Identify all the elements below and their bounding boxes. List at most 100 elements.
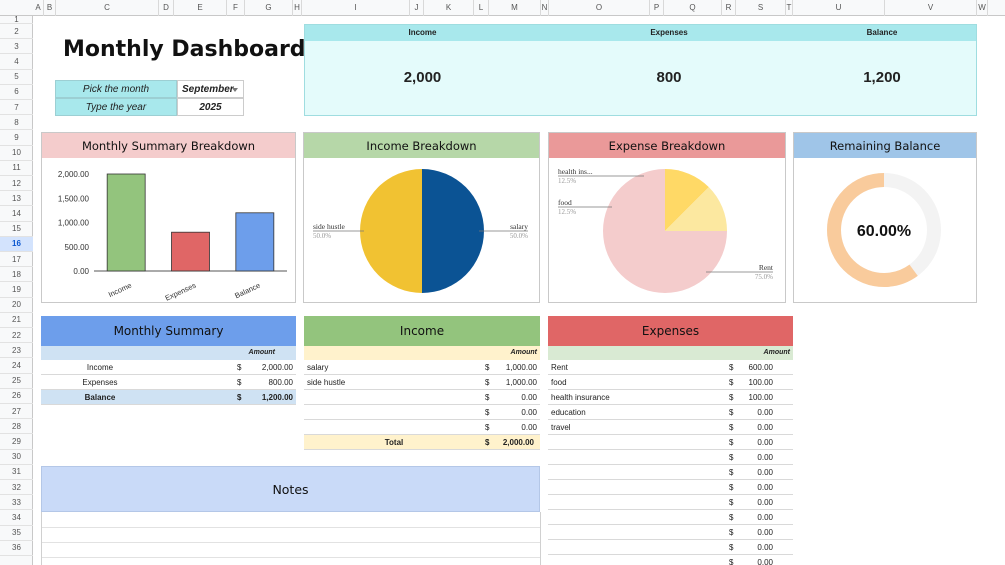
row-header-20[interactable]: 20 — [0, 298, 33, 313]
row-header-34[interactable]: 34 — [0, 510, 33, 526]
column-header-v[interactable]: V — [885, 0, 977, 16]
expense-row[interactable]: $0.00 — [548, 465, 793, 480]
row-header-13[interactable]: 13 — [0, 191, 33, 207]
bar-income[interactable] — [106, 173, 146, 272]
row-header-36[interactable]: 36 — [0, 541, 33, 556]
row-header-22[interactable]: 22 — [0, 328, 33, 344]
row-header-10[interactable]: 10 — [0, 146, 33, 161]
column-header-a[interactable]: A — [33, 0, 44, 16]
summary-row[interactable]: Expenses $800.00 — [41, 375, 296, 390]
expense-row[interactable]: health insurance $100.00 — [548, 390, 793, 405]
row-header-14[interactable]: 14 — [0, 206, 33, 222]
row-header-25[interactable]: 25 — [0, 374, 33, 389]
column-header-b[interactable]: B — [44, 0, 56, 16]
notes-line[interactable] — [41, 557, 540, 558]
column-header-j[interactable]: J — [410, 0, 424, 16]
row-header-9[interactable]: 9 — [0, 130, 33, 146]
row-header-12[interactable]: 12 — [0, 176, 33, 192]
row-header-3[interactable]: 3 — [0, 39, 33, 55]
column-header-e[interactable]: E — [174, 0, 227, 16]
row-header-27[interactable]: 27 — [0, 404, 33, 420]
expense-row[interactable]: $0.00 — [548, 450, 793, 465]
row-header-23[interactable]: 23 — [0, 343, 33, 359]
summary-breakdown-panel[interactable]: Monthly Summary Breakdown 2,000.00 1,500.… — [41, 132, 296, 303]
column-header-d[interactable]: D — [159, 0, 174, 16]
row-header-32[interactable]: 32 — [0, 480, 33, 496]
income-row[interactable]: $0.00 — [304, 405, 540, 420]
row-header-2[interactable]: 2 — [0, 24, 33, 40]
income-breakdown-panel[interactable]: Income Breakdown salary 50.0% side hustle 5… — [303, 132, 540, 303]
row-header-30[interactable]: 30 — [0, 450, 33, 465]
row-header-4[interactable]: 4 — [0, 54, 33, 70]
row-header-33[interactable]: 33 — [0, 495, 33, 511]
expense-row[interactable]: travel $0.00 — [548, 420, 793, 435]
expense-row[interactable]: $0.00 — [548, 540, 793, 555]
column-header-w[interactable]: W — [977, 0, 988, 16]
column-header-h[interactable]: H — [293, 0, 302, 16]
row-header-26[interactable]: 26 — [0, 389, 33, 404]
expense-row[interactable]: $0.00 — [548, 435, 793, 450]
row-header-5[interactable]: 5 — [0, 70, 33, 85]
column-header-c[interactable]: C — [56, 0, 159, 16]
row-header-18[interactable]: 18 — [0, 267, 33, 283]
column-header-q[interactable]: Q — [664, 0, 722, 16]
row-header-6[interactable]: 6 — [0, 85, 33, 100]
expense-slice-food[interactable] — [665, 169, 709, 231]
row-header-11[interactable]: 11 — [0, 161, 33, 176]
column-header-t[interactable]: T — [786, 0, 793, 16]
row-header-16[interactable]: 16 — [0, 236, 33, 252]
column-header-p[interactable]: P — [650, 0, 664, 16]
income-row[interactable]: salary $1,000.00 — [304, 360, 540, 375]
column-header-r[interactable]: R — [722, 0, 736, 16]
income-row[interactable]: side hustle $1,000.00 — [304, 375, 540, 390]
column-header-f[interactable]: F — [227, 0, 245, 16]
income-row[interactable]: $0.00 — [304, 390, 540, 405]
income-row[interactable]: $0.00 — [304, 420, 540, 435]
column-header-g[interactable]: G — [245, 0, 293, 16]
column-header-l[interactable]: L — [474, 0, 489, 16]
expense-row[interactable]: food $100.00 — [548, 375, 793, 390]
column-header-k[interactable]: K — [424, 0, 474, 16]
expense-row[interactable]: Rent $600.00 — [548, 360, 793, 375]
row-header-17[interactable]: 17 — [0, 252, 33, 268]
row-header-19[interactable]: 19 — [0, 282, 33, 298]
row-header-31[interactable]: 31 — [0, 465, 33, 480]
year-input[interactable]: 2025 — [177, 98, 244, 116]
expense-row[interactable]: $0.00 — [548, 525, 793, 540]
row-header-28[interactable]: 28 — [0, 419, 33, 435]
row-header-24[interactable]: 24 — [0, 358, 33, 374]
column-header-u[interactable]: U — [793, 0, 885, 16]
expense-row[interactable]: $0.00 — [548, 510, 793, 525]
summary-row[interactable]: Income $2,000.00 — [41, 360, 296, 375]
expense-row[interactable]: $0.00 — [548, 480, 793, 495]
column-header-o[interactable]: O — [549, 0, 650, 16]
expense-row[interactable]: $0.00 — [548, 555, 793, 565]
row-header-8[interactable]: 8 — [0, 115, 33, 131]
remaining-balance-panel[interactable]: Remaining Balance 60.00% — [793, 132, 977, 303]
row-header-15[interactable]: 15 — [0, 222, 33, 237]
expenses-table-title: Expenses — [548, 316, 793, 346]
row-header-21[interactable]: 21 — [0, 313, 33, 328]
column-header-m[interactable]: M — [489, 0, 541, 16]
row-header-7[interactable]: 7 — [0, 100, 33, 116]
expense-breakdown-panel[interactable]: Expense Breakdown health ins... 12.5% food… — [548, 132, 786, 303]
income-slice-salary[interactable] — [422, 169, 484, 293]
donut-fill[interactable] — [827, 173, 941, 287]
column-header-n[interactable]: N — [541, 0, 549, 16]
bar-balance[interactable] — [235, 212, 275, 272]
column-header-i[interactable]: I — [302, 0, 410, 16]
row-header-1[interactable]: 1 — [0, 15, 33, 24]
row-header-29[interactable]: 29 — [0, 434, 33, 450]
summary-row[interactable]: Balance $1,200.00 — [41, 390, 296, 405]
column-header-s[interactable]: S — [736, 0, 786, 16]
currency-symbol: $ — [237, 363, 242, 372]
expense-row[interactable]: $0.00 — [548, 495, 793, 510]
month-dropdown[interactable]: September — [177, 80, 244, 98]
bar-expenses[interactable] — [171, 231, 210, 272]
row-header-35[interactable]: 35 — [0, 526, 33, 541]
expense-row[interactable]: education $0.00 — [548, 405, 793, 420]
notes-line[interactable] — [41, 542, 540, 543]
notes-line[interactable] — [41, 527, 540, 528]
income-slice-side-hustle[interactable] — [360, 169, 422, 293]
expense-slice-health[interactable] — [665, 187, 727, 231]
